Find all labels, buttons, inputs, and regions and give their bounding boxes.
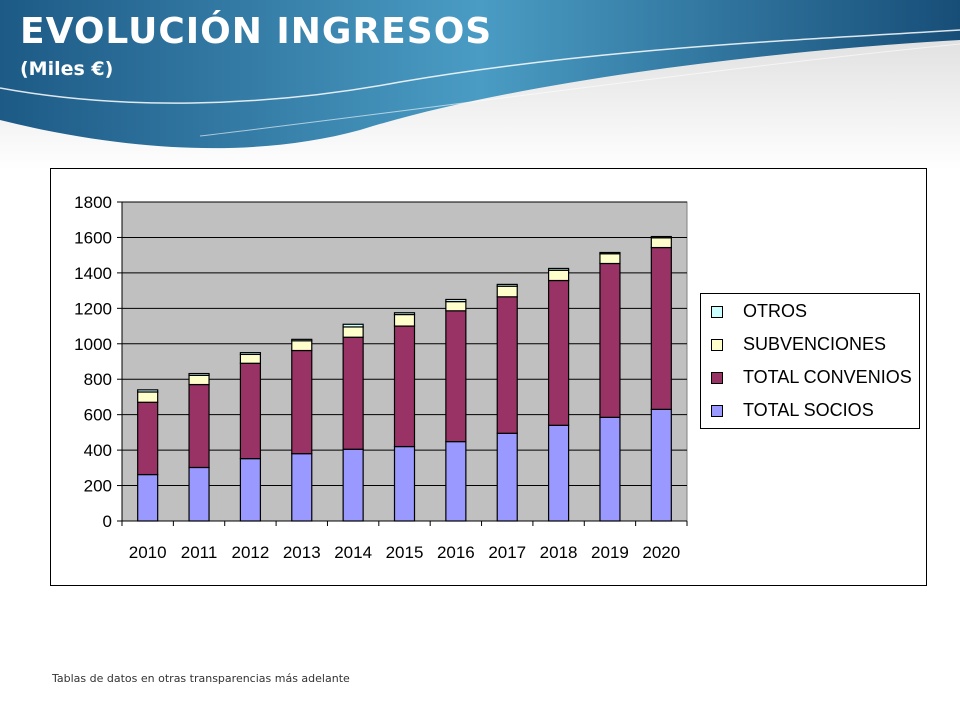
bar-subvenciones: [496, 285, 518, 298]
legend-item: TOTAL CONVENIOS: [701, 366, 919, 390]
bar-total-convenios: [445, 310, 467, 443]
header-banner: EVOLUCIÓN INGRESOS (Miles €): [0, 0, 960, 170]
bar-total-socios: [496, 432, 518, 522]
bar-total-convenios: [496, 296, 518, 434]
y-tick-label: 1000: [74, 335, 112, 354]
chart-container: 0 200 400 600 800 1000 1200 1400 1600 1800 2010 201…: [50, 168, 927, 586]
legend-item: TOTAL SOCIOS: [701, 399, 919, 423]
x-tick-label: 2018: [540, 543, 578, 562]
bar-otros: [291, 338, 313, 342]
bar-subvenciones: [393, 313, 416, 327]
legend-label: OTROS: [743, 301, 808, 321]
bar-total-convenios: [239, 362, 262, 460]
bar-otros: [445, 298, 467, 303]
x-tick-label: 2016: [437, 543, 475, 562]
bar-total-convenios: [393, 325, 416, 448]
x-tick-label: 2012: [231, 543, 269, 562]
bar-total-convenios: [291, 349, 313, 455]
bar-otros: [239, 352, 262, 356]
bar-total-socios: [445, 441, 467, 522]
y-tick-label: 400: [84, 441, 112, 460]
bar-subvenciones: [547, 269, 570, 282]
bar-total-convenios: [342, 336, 364, 450]
y-tick-label: 600: [84, 406, 112, 425]
bar-subvenciones: [650, 237, 672, 249]
bar-subvenciones: [445, 300, 467, 312]
y-tick-label: 1800: [74, 193, 112, 212]
bar-otros: [188, 372, 210, 376]
legend-swatch: [711, 339, 723, 351]
legend-item: SUBVENCIONES: [701, 333, 919, 357]
bar-subvenciones: [342, 326, 364, 338]
bar-subvenciones: [188, 374, 210, 386]
legend-swatch: [711, 405, 723, 417]
bar-subvenciones: [239, 353, 262, 364]
bar-total-socios: [239, 458, 262, 522]
legend-item: OTROS: [701, 300, 919, 324]
page-title: EVOLUCIÓN INGRESOS: [20, 11, 493, 52]
x-tick-label: 2014: [334, 543, 372, 562]
bar-total-socios: [342, 448, 364, 522]
y-tick-label: 1400: [74, 264, 112, 283]
bar-total-convenios: [599, 262, 621, 418]
bar-otros: [342, 323, 364, 328]
bar-total-convenios: [137, 401, 159, 476]
bar-otros: [547, 267, 570, 271]
legend-label: SUBVENCIONES: [743, 334, 887, 354]
x-tick-label: 2019: [591, 543, 629, 562]
legend-label: TOTAL SOCIOS: [743, 400, 874, 420]
bar-total-socios: [599, 416, 621, 522]
bar-subvenciones: [137, 391, 159, 403]
y-tick-label: 800: [84, 370, 112, 389]
page-subtitle: (Miles €): [20, 58, 114, 80]
legend-swatch: [711, 372, 723, 384]
y-tick-label: 200: [84, 477, 112, 496]
x-tick-label: 2010: [129, 543, 167, 562]
bar-total-socios: [188, 466, 210, 522]
x-tick-label: 2017: [488, 543, 526, 562]
stacked-bar-chart: 0 200 400 600 800 1000 1200 1400 1600 1800 2010 201…: [74, 193, 688, 562]
y-tick-label: 0: [103, 512, 112, 531]
bar-subvenciones: [599, 253, 621, 265]
bar-total-socios: [137, 473, 159, 522]
header-wave-graphic: [0, 0, 960, 170]
bar-total-convenios: [547, 279, 570, 426]
bar-otros: [599, 251, 621, 255]
bar-otros: [137, 389, 159, 393]
x-tick-label: 2011: [181, 543, 218, 562]
x-tick-label: 2013: [283, 543, 321, 562]
bar-otros: [393, 312, 416, 316]
bar-total-socios: [393, 445, 416, 522]
y-tick-label: 1200: [74, 299, 112, 318]
bar-total-socios: [547, 424, 570, 522]
footnote: Tablas de datos en otras transparencias …: [52, 672, 350, 685]
legend-swatch: [711, 306, 723, 318]
bar-subvenciones: [291, 340, 313, 352]
bar-otros: [496, 283, 518, 287]
x-tick-label: 2020: [642, 543, 680, 562]
bar-total-convenios: [188, 383, 210, 469]
chart-legend: OTROS SUBVENCIONES TOTAL CONVENIOS TOTAL SO…: [700, 293, 920, 429]
bar-total-convenios: [650, 246, 672, 410]
bar-otros: [650, 235, 672, 239]
bar-total-socios: [650, 408, 672, 522]
x-tick-label: 2015: [386, 543, 424, 562]
legend-label: TOTAL CONVENIOS: [743, 367, 912, 387]
bar-total-socios: [291, 453, 313, 522]
y-tick-label: 1600: [74, 228, 112, 247]
